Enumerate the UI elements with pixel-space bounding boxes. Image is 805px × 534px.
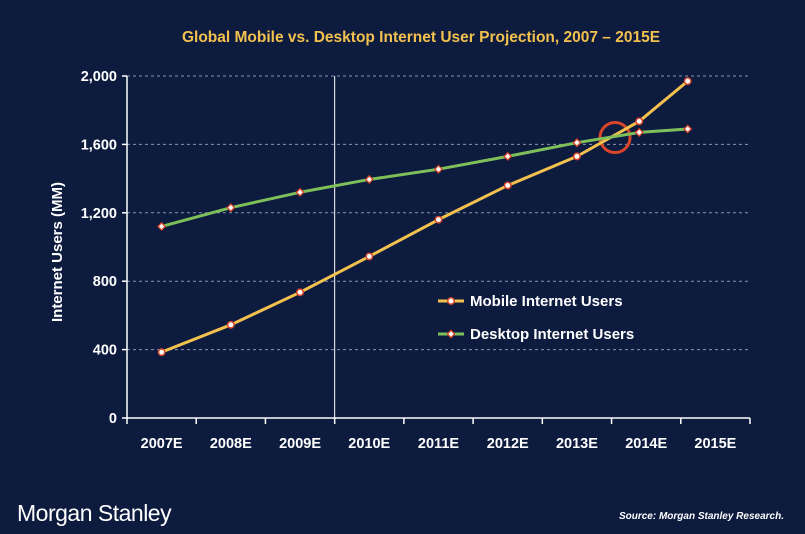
x-tick-label: 2013E [556, 436, 598, 452]
x-tick-label: 2007E [141, 436, 183, 452]
y-axis-label: Internet Users (MM) [49, 182, 66, 322]
series [157, 77, 693, 357]
y-tick-label: 2,000 [81, 69, 117, 85]
y-tick-label: 0 [109, 411, 117, 427]
legend-entry-label: Mobile Internet Users [470, 293, 623, 310]
legend: Mobile Internet Users Desktop Internet Us… [438, 293, 634, 343]
data-point [683, 124, 693, 134]
data-point [503, 151, 513, 161]
source-note: Source: Morgan Stanley Research. [618, 511, 784, 522]
series-line-desktop [161, 127, 688, 228]
data-point [296, 288, 305, 297]
data-point [434, 215, 443, 224]
x-tick-label: 2014E [625, 436, 667, 452]
data-point [157, 221, 167, 231]
y-tick-label: 1,200 [81, 206, 117, 222]
legend-entry-label: Desktop Internet Users [470, 326, 634, 343]
legend-marker [447, 297, 455, 305]
data-point [364, 174, 374, 184]
y-tick-label: 400 [93, 343, 117, 359]
x-tick-label: 2015E [694, 436, 736, 452]
brand-logo-text: Morgan Stanley [17, 500, 172, 526]
data-point [295, 187, 305, 197]
data-point [365, 252, 374, 261]
data-point [572, 138, 582, 148]
data-point [226, 203, 236, 213]
grid-lines [127, 75, 750, 351]
x-tick-labels: 2007E 2008E 2009E 2010E 2011E 2012E 2013E 2014E… [141, 436, 737, 452]
series-line-mobile [161, 79, 689, 354]
x-tick-label: 2008E [210, 436, 252, 452]
y-tick-label: 1,600 [81, 137, 117, 153]
x-tick-label: 2011E [418, 436, 459, 452]
y-tick-labels: 0 400 800 1,200 1,600 2,000 [81, 69, 117, 427]
chart-title: Global Mobile vs. Desktop Internet User … [182, 29, 660, 46]
annotations [334, 76, 632, 418]
legend-marker [446, 329, 456, 339]
data-point [635, 117, 644, 126]
x-tick-label: 2009E [279, 436, 321, 452]
data-point [157, 348, 166, 357]
data-point [503, 181, 512, 190]
data-point [226, 320, 235, 329]
data-point [433, 164, 444, 174]
x-tick-label: 2012E [487, 436, 529, 452]
x-tick-label: 2010E [348, 436, 390, 452]
data-point [683, 77, 692, 86]
data-point [634, 127, 644, 137]
axes [122, 75, 751, 424]
y-tick-label: 800 [93, 274, 117, 290]
data-point [572, 152, 581, 161]
